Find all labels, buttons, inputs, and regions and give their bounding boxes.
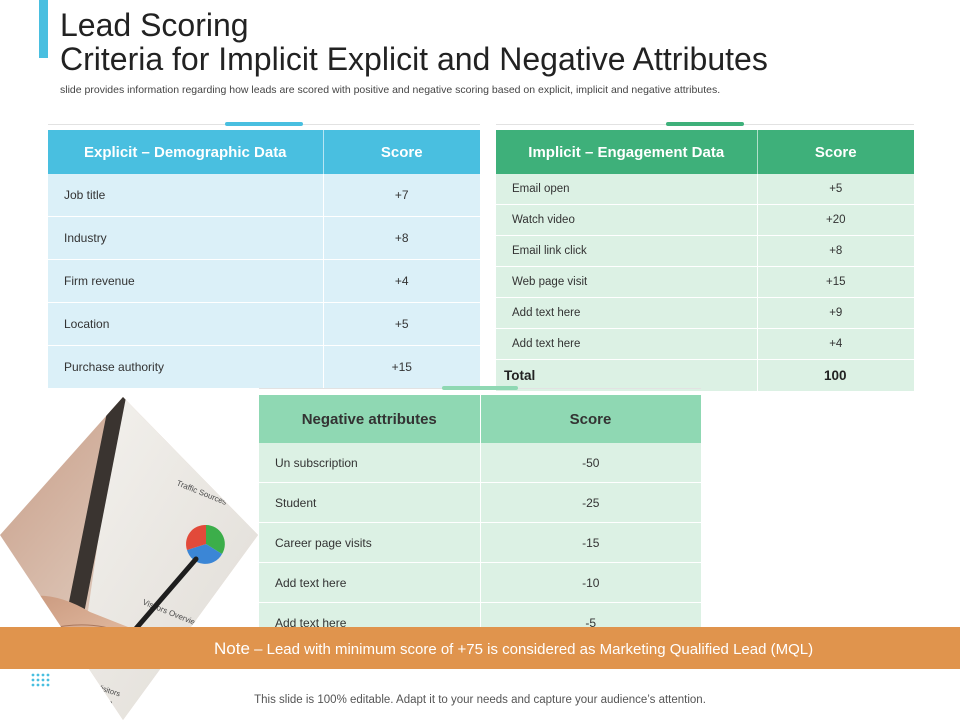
table-row: Add text here +9 [496, 298, 914, 329]
row-score: -15 [480, 523, 701, 563]
implicit-engagement-table: Implicit – Engagement Data Score Email o… [496, 130, 914, 392]
table-row: Firm revenue +4 [48, 260, 480, 303]
explicit-demographic-table: Explicit – Demographic Data Score Job ti… [48, 130, 480, 389]
table-header-row: Negative attributes Score [259, 395, 701, 443]
table-row: Add text here +4 [496, 329, 914, 360]
table-row: Email link click +8 [496, 236, 914, 267]
footer-text: This slide is 100% editable. Adapt it to… [0, 694, 960, 706]
table-row: Career page visits -15 [259, 523, 701, 563]
row-label: Web page visit [496, 267, 757, 298]
negative-attributes-table: Negative attributes Score Un subscriptio… [259, 395, 702, 643]
row-label: Un subscription [259, 443, 480, 483]
column-header-score: Score [480, 395, 701, 443]
row-score: +4 [757, 329, 914, 360]
table-row: Email open +5 [496, 174, 914, 205]
row-label: Career page visits [259, 523, 480, 563]
note-lead: Note [214, 639, 250, 658]
decorative-pill [666, 122, 744, 126]
row-label: Add text here [496, 298, 757, 329]
table-row: Watch video +20 [496, 205, 914, 236]
page-subtitle: slide provides information regarding how… [60, 84, 720, 96]
column-header-attribute: Implicit – Engagement Data [496, 130, 757, 174]
row-score: +20 [757, 205, 914, 236]
row-label: Email open [496, 174, 757, 205]
analytics-photo-illustration: Traffic Sources Visitors Overview Visito… [0, 397, 258, 720]
table-row: Job title +7 [48, 174, 480, 217]
row-score: -10 [480, 563, 701, 603]
row-label: Add text here [496, 329, 757, 360]
column-header-attribute: Negative attributes [259, 395, 480, 443]
row-label: Industry [48, 217, 323, 260]
table-row: Location +5 [48, 303, 480, 346]
row-score: +5 [757, 174, 914, 205]
total-label: Total [496, 360, 757, 392]
title-line-2: Criteria for Implicit Explicit and Negat… [60, 42, 768, 76]
total-value: 100 [757, 360, 914, 392]
analytics-photo: Traffic Sources Visitors Overview Visito… [0, 397, 258, 720]
column-header-attribute: Explicit – Demographic Data [48, 130, 323, 174]
title-accent-bar [39, 0, 48, 58]
row-label: Purchase authority [48, 346, 323, 389]
row-score: +8 [757, 236, 914, 267]
table-row: Student -25 [259, 483, 701, 523]
decorative-pill [442, 386, 518, 390]
row-label: Add text here [259, 563, 480, 603]
table-row: Web page visit +15 [496, 267, 914, 298]
row-label: Location [48, 303, 323, 346]
row-score: +15 [757, 267, 914, 298]
row-score: +5 [323, 303, 480, 346]
row-score: +7 [323, 174, 480, 217]
note-text: Note – Lead with minimum score of +75 is… [214, 639, 813, 659]
dot-grid-decoration [31, 673, 51, 689]
row-score: +8 [323, 217, 480, 260]
row-score: +15 [323, 346, 480, 389]
decorative-pill [225, 122, 303, 126]
table-row: Industry +8 [48, 217, 480, 260]
row-score: -50 [480, 443, 701, 483]
table-header-row: Explicit – Demographic Data Score [48, 130, 480, 174]
row-score: +9 [757, 298, 914, 329]
table-row: Purchase authority +15 [48, 346, 480, 389]
row-label: Job title [48, 174, 323, 217]
table-header-row: Implicit – Engagement Data Score [496, 130, 914, 174]
page-title: Lead Scoring Criteria for Implicit Expli… [60, 8, 768, 76]
row-label: Student [259, 483, 480, 523]
row-score: +4 [323, 260, 480, 303]
row-score: -25 [480, 483, 701, 523]
column-header-score: Score [323, 130, 480, 174]
row-label: Email link click [496, 236, 757, 267]
note-body: – Lead with minimum score of +75 is cons… [250, 641, 813, 658]
title-line-1: Lead Scoring [60, 8, 768, 42]
total-row: Total 100 [496, 360, 914, 392]
row-label: Firm revenue [48, 260, 323, 303]
column-header-score: Score [757, 130, 914, 174]
row-label: Watch video [496, 205, 757, 236]
table-row: Add text here -10 [259, 563, 701, 603]
table-row: Un subscription -50 [259, 443, 701, 483]
